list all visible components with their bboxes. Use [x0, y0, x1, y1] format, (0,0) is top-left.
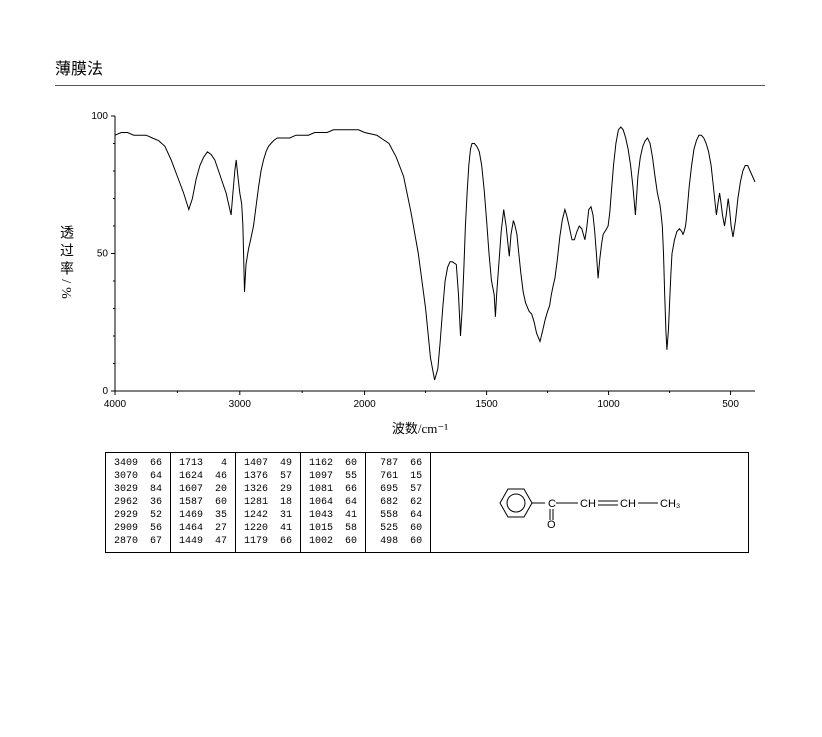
- peak-block: 787 66 761 15 695 57 682 62 558 64 525 6…: [366, 453, 431, 552]
- molecule-structure: C O CH CH CH₃: [431, 453, 748, 552]
- svg-text:4000: 4000: [104, 399, 127, 410]
- y-axis-label: 透过率/%: [55, 225, 75, 303]
- svg-text:1500: 1500: [475, 399, 498, 410]
- svg-text:CH₃: CH₃: [660, 498, 680, 510]
- svg-text:O: O: [547, 519, 556, 528]
- peak-table: 3409 66 3070 64 3029 84 2962 36 2929 52 …: [105, 452, 749, 553]
- svg-text:CH: CH: [620, 498, 636, 510]
- molecule-svg: C O CH CH CH₃: [490, 478, 690, 528]
- spectrum-svg: 0 50 100 4000 3000 2000 1500 1000 500: [80, 111, 760, 416]
- svg-text:3000: 3000: [229, 399, 252, 410]
- svg-text:1000: 1000: [597, 399, 620, 410]
- svg-text:2000: 2000: [353, 399, 376, 410]
- svg-text:CH: CH: [580, 498, 596, 510]
- svg-text:500: 500: [722, 399, 739, 410]
- ir-spectrum-chart: 透过率/% 05010040003000200015001000500: [80, 111, 760, 416]
- svg-text:50: 50: [97, 249, 109, 260]
- peak-block: 1713 4 1624 46 1607 20 1587 60 1469 35 1…: [171, 453, 236, 552]
- x-axis-label: 波数/cm⁻¹: [80, 418, 760, 437]
- peak-block: 1407 49 1376 57 1326 29 1281 18 1242 31 …: [236, 453, 301, 552]
- svg-text:100: 100: [91, 111, 108, 122]
- peak-block: 3409 66 3070 64 3029 84 2962 36 2929 52 …: [106, 453, 171, 552]
- chart-title: 薄膜法: [55, 55, 765, 79]
- svg-text:0: 0: [102, 386, 108, 397]
- title-rule: [55, 85, 765, 86]
- svg-text:C: C: [548, 498, 556, 510]
- peak-block: 1162 60 1097 55 1081 66 1064 64 1043 41 …: [301, 453, 366, 552]
